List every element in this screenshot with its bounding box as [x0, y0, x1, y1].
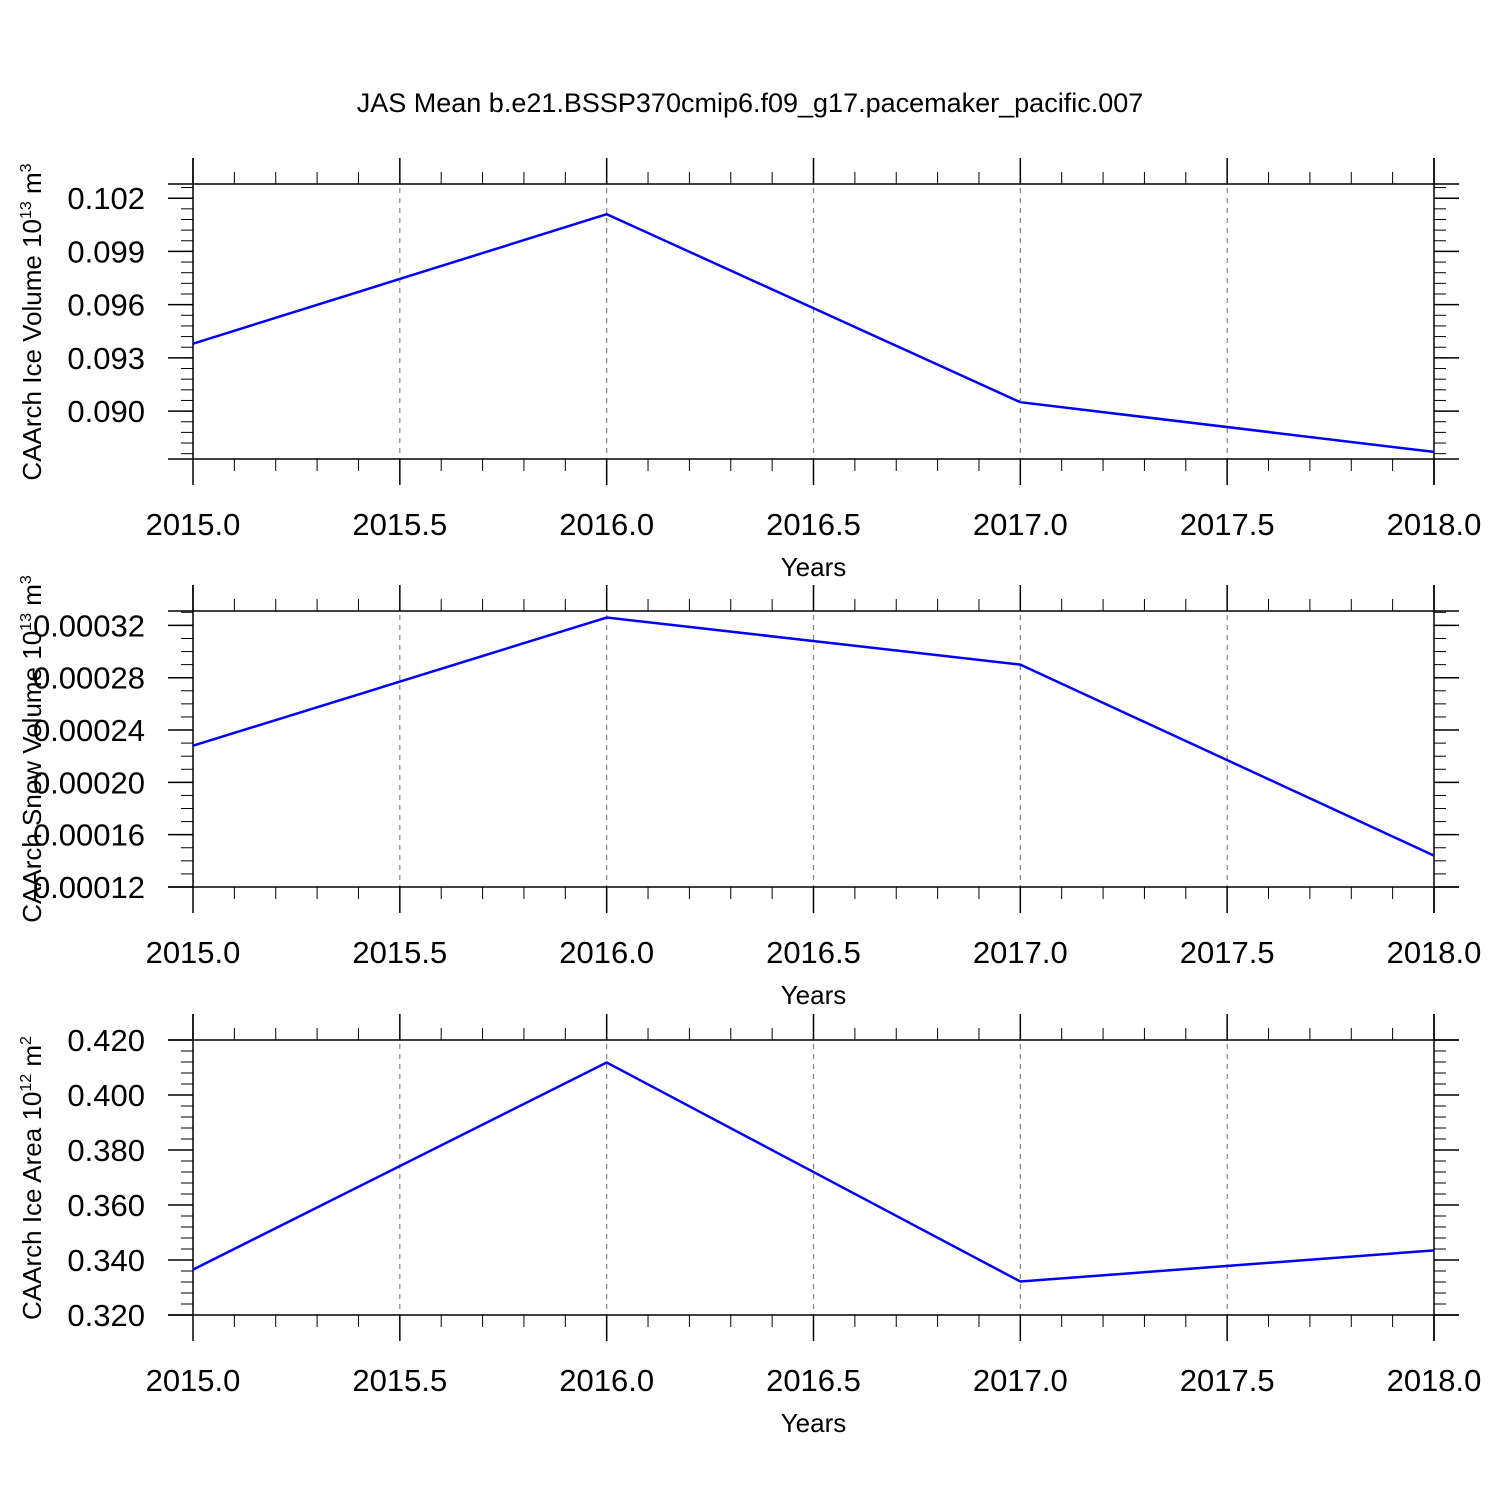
x-tick-label: 2017.5	[1180, 935, 1275, 970]
y-tick-label: 0.090	[67, 394, 145, 429]
y-axis-title-unit-exponent: 2	[18, 1036, 35, 1045]
series-line	[192, 1061, 1435, 1283]
y-tick-label: 0.420	[67, 1023, 145, 1058]
y-axis-title-unit-exponent: 3	[18, 575, 35, 584]
x-axis-title: Years	[781, 980, 847, 1010]
series-line	[192, 616, 1435, 857]
y-axis-title: CAArch Ice Volume 1013 m3	[17, 163, 47, 480]
y-tick-label: 0.00024	[33, 713, 145, 748]
y-tick-label: 0.00028	[33, 661, 145, 696]
x-tick-label: 2015.0	[146, 1363, 241, 1398]
panels: 0.090 0.093 0.096 0.099 0.102 2015.0 2015.5 201…	[17, 158, 1481, 1438]
y-tick-label: 0.400	[67, 1078, 145, 1113]
x-tick-label: 2016.0	[559, 1363, 654, 1398]
y-axis-title-text: CAArch Ice Area 10	[17, 1092, 47, 1320]
x-tick-label: 2017.0	[973, 935, 1068, 970]
panel-2: 0.00012 0.00016 0.00020 0.00024 0.00028 0.000…	[17, 575, 1481, 1010]
y-axis-title-exponent: 12	[18, 1074, 35, 1092]
y-axis-title-unit-exponent: 3	[18, 163, 35, 172]
x-axis-title: Years	[781, 1408, 847, 1438]
x-tick-label: 2018.0	[1387, 935, 1482, 970]
x-tick-label: 2017.5	[1180, 1363, 1275, 1398]
x-tick-label: 2017.5	[1180, 507, 1275, 542]
y-axis-title-unit: m	[17, 172, 47, 201]
panel-1: 0.090 0.093 0.096 0.099 0.102 2015.0 2015.5 201…	[17, 158, 1481, 582]
x-tick-label: 2016.0	[559, 935, 654, 970]
y-tick-label: 0.320	[67, 1298, 145, 1333]
y-tick-label: 0.096	[67, 288, 145, 323]
panel-3: 0.320 0.340 0.360 0.380 0.400 0.420 2015.0 2015…	[17, 1014, 1481, 1438]
x-tick-label: 2015.5	[352, 507, 447, 542]
y-tick-label: 0.102	[67, 181, 145, 216]
y-axis-title: CAArch Ice Area 1012 m2	[17, 1036, 47, 1320]
y-tick-label: 0.00012	[33, 870, 145, 905]
x-tick-label: 2016.0	[559, 507, 654, 542]
x-tick-label: 2016.5	[766, 507, 861, 542]
x-tick-label: 2016.5	[766, 1363, 861, 1398]
series-line	[192, 212, 1435, 454]
x-tick-label: 2015.0	[146, 935, 241, 970]
y-axis-title-exponent: 13	[18, 613, 35, 631]
x-tick-label: 2016.5	[766, 935, 861, 970]
y-tick-label: 0.340	[67, 1243, 145, 1278]
y-tick-label: 0.099	[67, 234, 145, 269]
y-axis-title-text: CAArch Snow Volume 10	[17, 631, 47, 923]
y-tick-label: 0.00020	[33, 765, 145, 800]
y-tick-label: 0.380	[67, 1133, 145, 1168]
y-tick-label: 0.00032	[33, 608, 145, 643]
x-tick-label: 2018.0	[1387, 507, 1482, 542]
y-axis-title: CAArch Snow Volume 1013 m3	[17, 575, 47, 923]
x-tick-label: 2015.0	[146, 507, 241, 542]
x-tick-label: 2015.5	[352, 1363, 447, 1398]
y-tick-label: 0.360	[67, 1188, 145, 1223]
x-tick-label: 2018.0	[1387, 1363, 1482, 1398]
x-axis-title: Years	[781, 552, 847, 582]
y-axis-title-text: CAArch Ice Volume 10	[17, 219, 47, 481]
x-tick-label: 2017.0	[973, 507, 1068, 542]
x-tick-label: 2017.0	[973, 1363, 1068, 1398]
chart-title: JAS Mean b.e21.BSSP370cmip6.f09_g17.pace…	[357, 88, 1144, 118]
y-axis-title-unit: m	[17, 584, 47, 613]
x-tick-label: 2015.5	[352, 935, 447, 970]
y-axis-title-exponent: 13	[18, 201, 35, 219]
y-tick-label: 0.00016	[33, 818, 145, 853]
y-tick-label: 0.093	[67, 341, 145, 376]
y-axis-title-unit: m	[17, 1045, 47, 1074]
